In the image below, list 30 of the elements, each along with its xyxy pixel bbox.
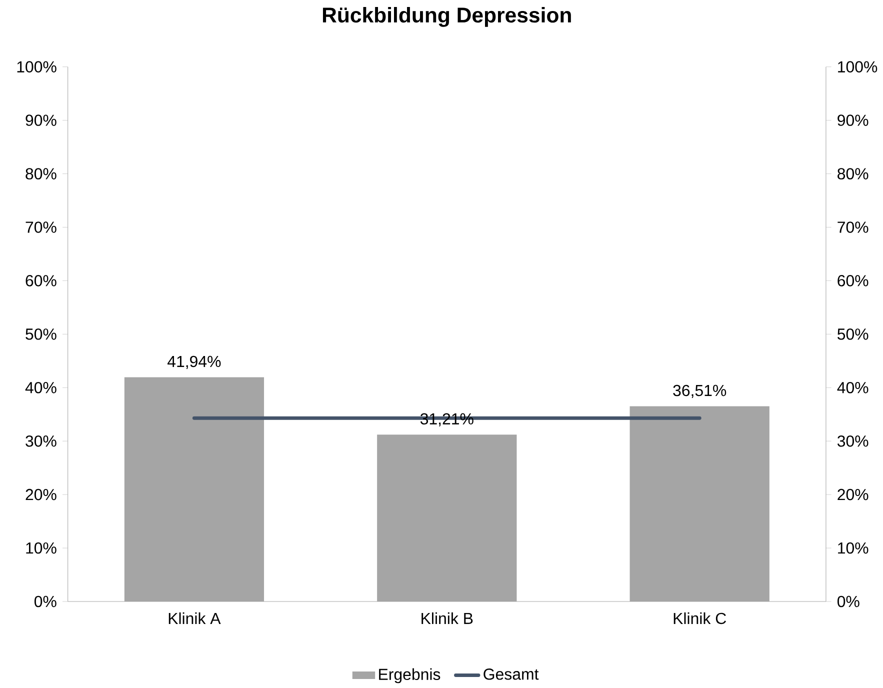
y-tick-label: 90% — [26, 114, 56, 126]
y-tick-label: 20% — [26, 489, 56, 500]
y2-tick-label: 80% — [838, 168, 868, 180]
y-tick-label: 60% — [26, 275, 56, 287]
y2-tick-label: 10% — [838, 542, 868, 554]
legend-label: Gesamt — [484, 668, 539, 680]
y-tick-label: 40% — [25, 382, 56, 394]
y2-tick-label: 50% — [838, 328, 868, 340]
y-tick-label: 100% — [17, 61, 56, 73]
x-tick-label: Klinik B — [422, 612, 473, 624]
y-tick-label: 30% — [26, 436, 56, 447]
y2-tick-label: 20% — [838, 489, 868, 500]
data-label: 41,94% — [168, 356, 221, 370]
y2-tick-label: 0% — [837, 596, 860, 608]
y2-tick-label: 30% — [837, 436, 868, 447]
y2-tick-label: 70% — [838, 222, 868, 234]
y-tick-label: 50% — [26, 328, 56, 340]
legend-label: Ergebnis — [379, 668, 440, 684]
y-tick-label: 0% — [34, 596, 56, 608]
y2-tick-label: 40% — [837, 382, 868, 394]
chart-title: Rückbildung Depression — [322, 7, 571, 28]
x-tick-label: Klinik A — [168, 612, 221, 624]
y-tick-label: 10% — [26, 542, 56, 554]
x-tick-label: Klinik C — [674, 612, 726, 624]
y2-tick-label: 90% — [838, 114, 868, 126]
y2-tick-label: 100% — [838, 61, 878, 73]
y-tick-label: 80% — [26, 168, 56, 180]
y-tick-label: 70% — [26, 222, 56, 234]
y2-tick-label: 60% — [838, 275, 868, 287]
data-label: 36,51% — [673, 385, 726, 398]
